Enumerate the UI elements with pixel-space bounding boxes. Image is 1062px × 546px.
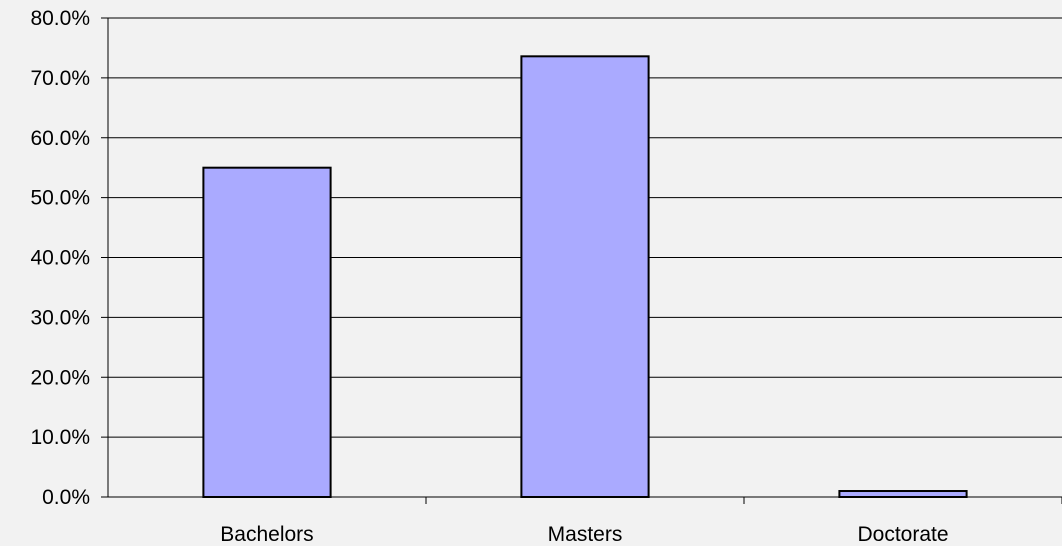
bars xyxy=(202,55,968,499)
y-tick-label: 0.0% xyxy=(42,486,90,509)
bar-masters xyxy=(520,55,650,498)
y-tick-label: 60.0% xyxy=(30,127,90,150)
x-tick-label: Doctorate xyxy=(857,523,948,546)
y-tick-label: 20.0% xyxy=(30,366,90,389)
x-tick-label: Masters xyxy=(548,523,623,546)
bar-doctorate xyxy=(838,490,968,499)
x-tick-label: Bachelors xyxy=(220,523,313,546)
y-tick-label: 40.0% xyxy=(30,247,90,270)
y-tick-label: 30.0% xyxy=(30,306,90,329)
y-tick-label: 80.0% xyxy=(30,7,90,30)
tick-labels: 0.0% 10.0% 20.0% 30.0% 40.0% 50.0% 60.0% 70.0% 8… xyxy=(30,7,948,546)
y-tick-label: 70.0% xyxy=(30,67,90,90)
bar-bachelors xyxy=(202,166,332,498)
y-tick-label: 50.0% xyxy=(30,187,90,210)
y-tick-label: 10.0% xyxy=(30,426,90,449)
